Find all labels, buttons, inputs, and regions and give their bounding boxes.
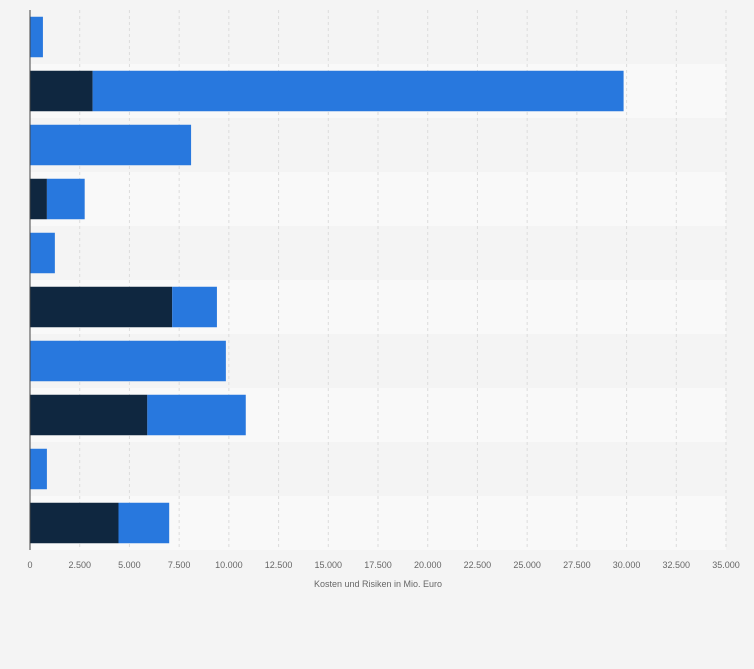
bar-segment-series-2 [30,232,55,274]
x-tick-label: 12.500 [265,560,293,570]
bar-segment-series-2 [172,286,217,328]
x-tick-label: 32.500 [663,560,691,570]
x-tick-label: 2.500 [68,560,91,570]
x-tick-label: 22.500 [464,560,492,570]
bar-segment-series-1 [30,394,148,436]
x-axis-ticks: 0 2.500 5.000 7.500 10.000 12.500 15.000 17.500… [27,560,739,570]
bar-segment-series-2 [30,448,47,490]
bar-segment-series-2 [30,16,43,58]
x-tick-label: 20.000 [414,560,442,570]
bar-segment-series-2 [30,340,226,382]
bar-segment-series-2 [118,502,170,544]
x-tick-label: 0 [27,560,32,570]
x-tick-label: 10.000 [215,560,243,570]
x-tick-label: 5.000 [118,560,141,570]
x-tick-label: 15.000 [315,560,343,570]
bar-segment-series-2 [30,124,192,166]
bars [30,16,624,544]
bar-segment-series-2 [147,394,246,436]
x-tick-label: 7.500 [168,560,191,570]
x-tick-label: 25.000 [513,560,541,570]
x-tick-label: 35.000 [712,560,740,570]
bar-segment-series-2 [92,70,624,112]
x-tick-label: 17.500 [364,560,392,570]
bar-segment-series-1 [30,178,47,220]
bar-segment-series-1 [30,286,173,328]
bar-segment-series-1 [30,502,119,544]
x-tick-label: 30.000 [613,560,641,570]
bar-segment-series-1 [30,70,93,112]
x-tick-label: 27.500 [563,560,591,570]
bar-segment-series-2 [46,178,85,220]
x-axis-title: Kosten und Risiken in Mio. Euro [314,579,442,589]
